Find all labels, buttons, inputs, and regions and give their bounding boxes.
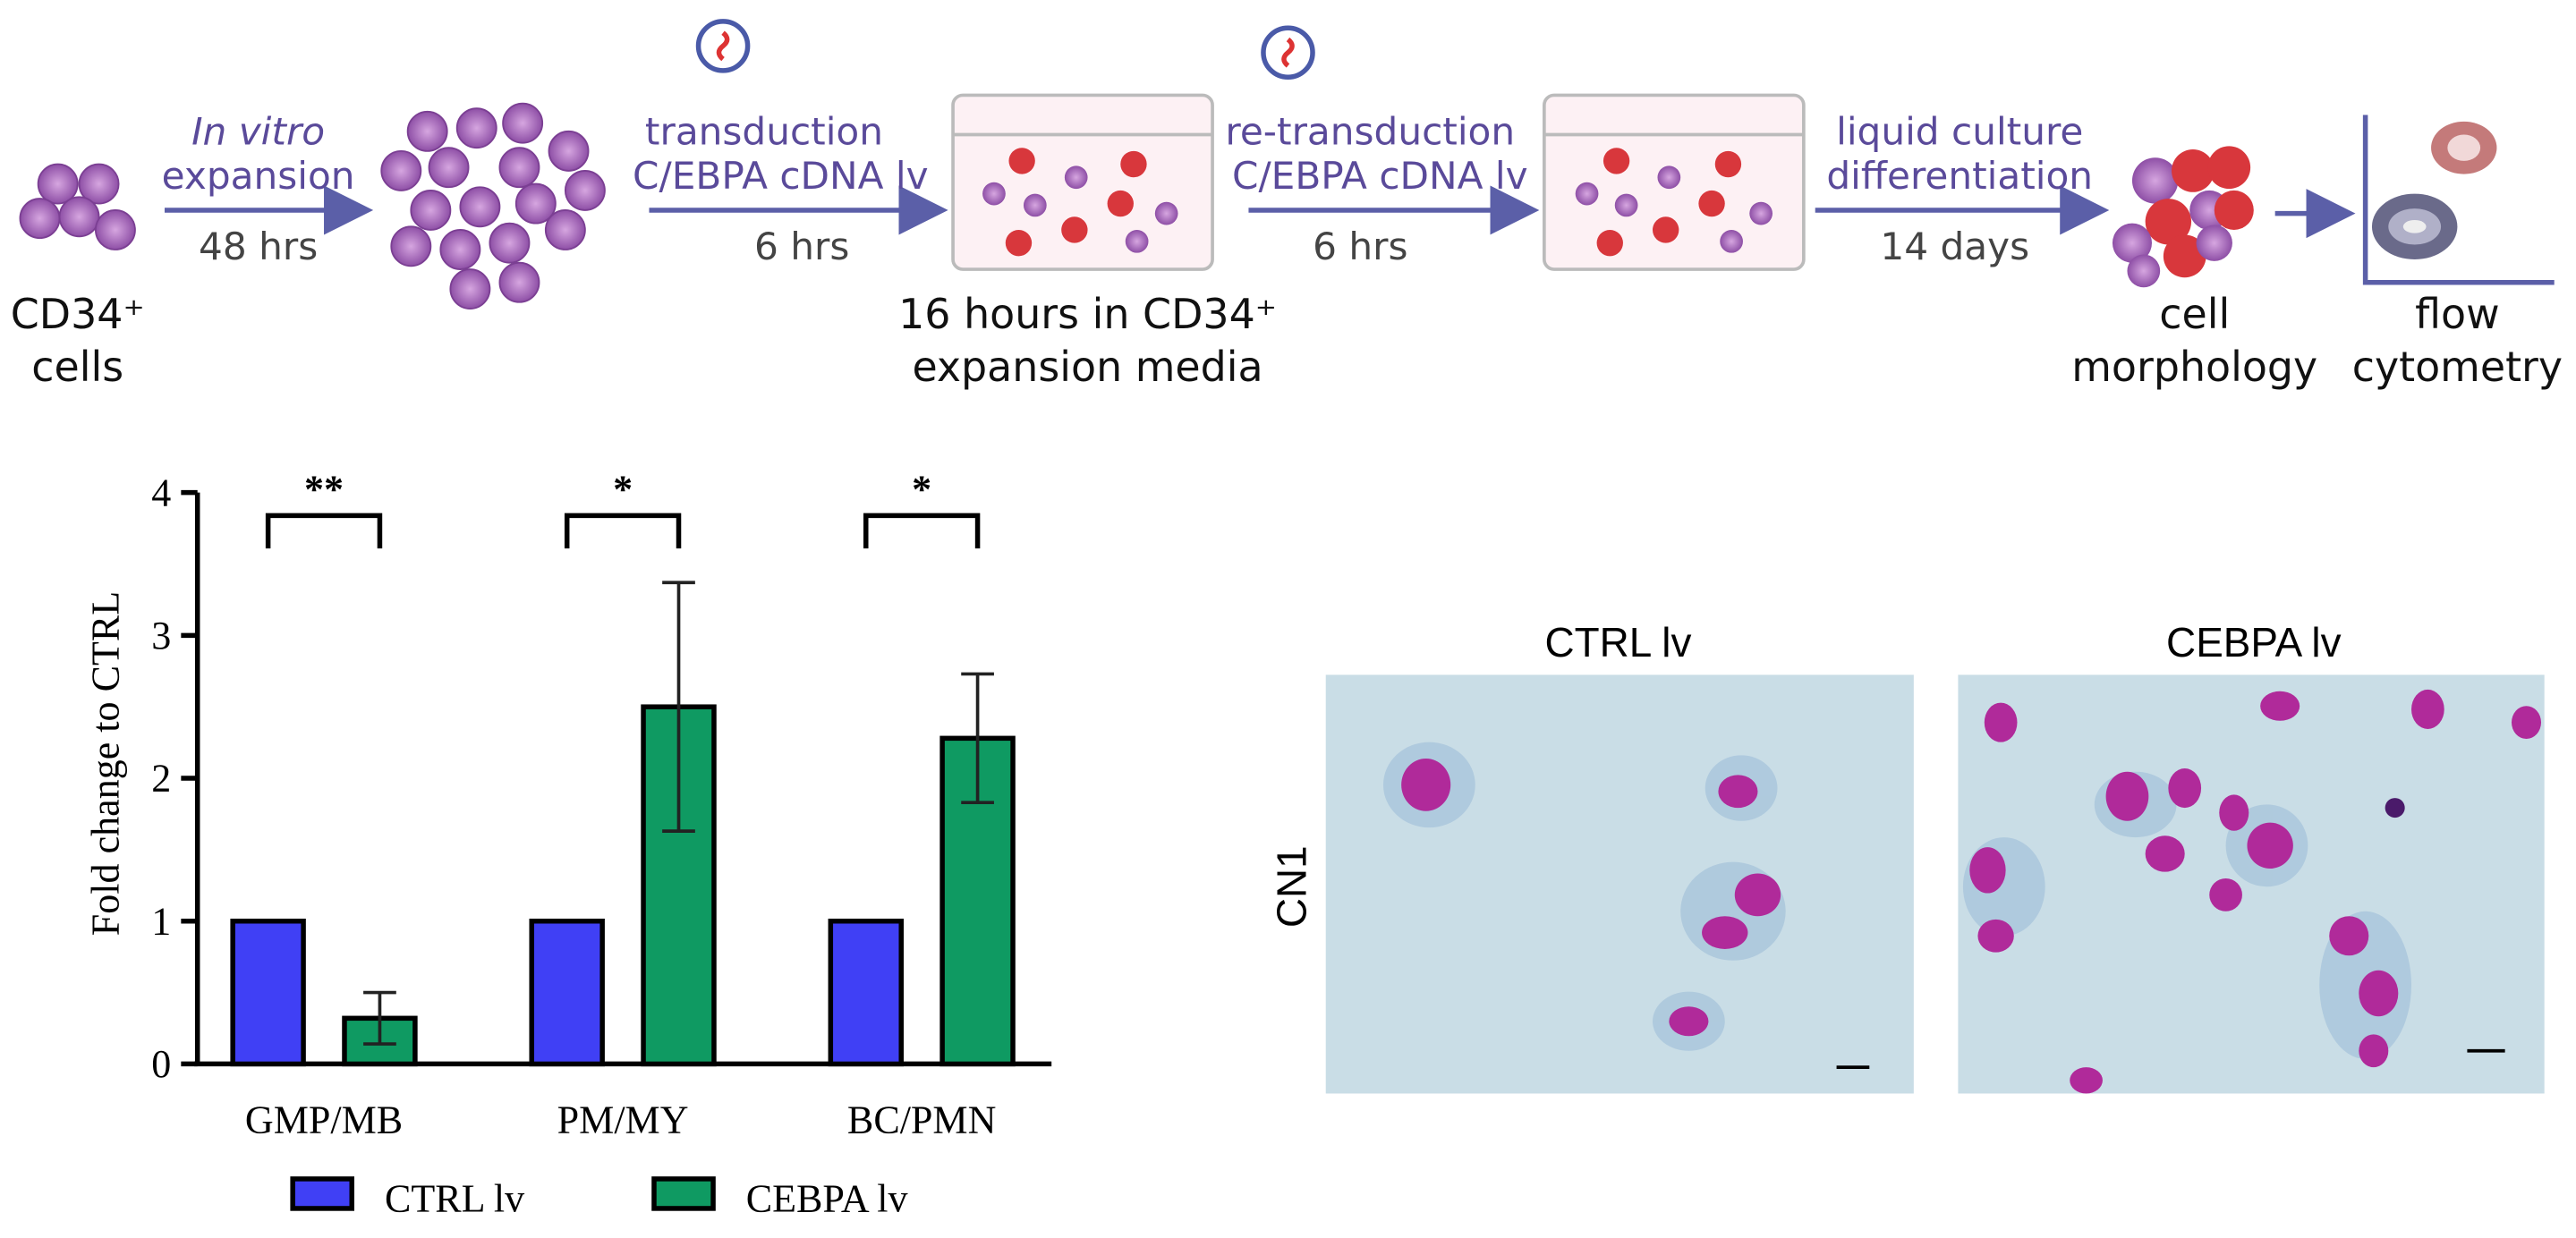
legend-swatch (651, 1176, 716, 1211)
significance-bracket (863, 513, 981, 549)
x-tick-label: BC/PMN (847, 1098, 996, 1142)
label: morphology (2071, 343, 2317, 391)
significance-label: * (613, 468, 633, 512)
label: differentiation (1826, 154, 2093, 198)
significance-bracket (564, 513, 682, 549)
y-tick-label: 4 (151, 471, 171, 514)
label: cells (31, 343, 123, 391)
column-label: CEBPA lv (2166, 619, 2342, 666)
y-tick-label: 1 (151, 899, 171, 943)
significance-label: * (912, 468, 931, 512)
label: 6 hrs (1313, 225, 1407, 268)
virus-icons (695, 19, 1315, 81)
label: C/EBPA cDNA lv (1232, 154, 1528, 198)
morphology-cells (2112, 146, 2254, 288)
workflow: CD34⁺ cells In vitro expansion 48 hrs tr… (11, 19, 2563, 391)
legend-label: CTRL lv (385, 1177, 525, 1221)
x-tick-label: PM/MY (557, 1098, 689, 1142)
y-tick-label: 0 (151, 1042, 171, 1086)
dishes (951, 93, 1806, 271)
x-tick-label: GMP/MB (245, 1098, 403, 1142)
significance-bracket (265, 513, 383, 549)
significance-label: ** (304, 468, 344, 512)
bar (828, 918, 904, 1067)
label: cytometry (2352, 343, 2563, 391)
cells (19, 102, 606, 310)
label: 14 days (1880, 225, 2029, 268)
label: In vitro (191, 110, 325, 154)
bar-chart: Fold change to CTRL 0 1 2 3 4 GMP/MB ** PM/MY * B… (84, 468, 1052, 1221)
micrographs: CTRL lv CEBPA lv CN1 (1269, 619, 2545, 1094)
arrows (164, 185, 2356, 239)
bar (529, 918, 605, 1067)
label: CD34⁺ (11, 290, 145, 338)
row-label: CN1 (1269, 845, 1315, 928)
legend-label: CEBPA lv (746, 1177, 909, 1221)
label: liquid culture (1836, 110, 2083, 154)
label: 6 hrs (754, 225, 849, 268)
y-tick-label: 3 (151, 614, 171, 657)
label: C/EBPA cDNA lv (633, 154, 929, 198)
label: expansion (162, 154, 355, 198)
y-tick-label: 2 (151, 757, 171, 801)
label: cell (2159, 290, 2230, 338)
flow-plot (2362, 114, 2555, 285)
bar (230, 918, 306, 1067)
label: transduction (645, 110, 883, 154)
column-label: CTRL lv (1544, 619, 1691, 666)
label: 16 hours in CD34⁺ (898, 290, 1277, 338)
y-axis-label: Fold change to CTRL (84, 591, 128, 936)
label: flow (2415, 290, 2499, 338)
legend-swatch (290, 1176, 354, 1211)
label: re-transduction (1225, 110, 1515, 154)
label: expansion media (912, 343, 1262, 391)
label: 48 hrs (199, 225, 318, 268)
